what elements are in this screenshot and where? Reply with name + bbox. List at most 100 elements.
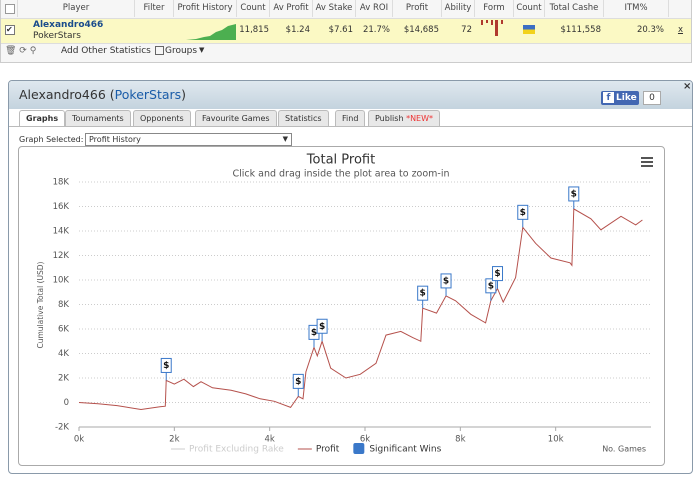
itm: 20.3% — [636, 25, 664, 35]
av-stake: $7.61 — [328, 25, 353, 35]
column-header[interactable]: Count — [514, 0, 545, 17]
close-button[interactable]: × — [683, 81, 692, 92]
y-axis-label: Cumulative Total (USD) — [36, 261, 45, 348]
av-roi: 21.7% — [362, 25, 390, 35]
column-header[interactable]: Av Profit — [270, 0, 313, 17]
flag-box — [492, 266, 504, 282]
select-all[interactable] — [1, 0, 18, 17]
profit-sparkline — [186, 24, 236, 40]
add-stats-button[interactable]: Add Other Statistics — [61, 46, 151, 56]
chart: Total Profit Click and drag inside the p… — [36, 153, 653, 455]
form-bars — [481, 20, 503, 36]
groups-icon — [155, 46, 164, 55]
significant-win: $ — [160, 357, 172, 381]
column-header[interactable]: ITM% — [604, 0, 669, 17]
player-site: PokerStars — [33, 31, 81, 41]
panel-header — [9, 81, 692, 109]
y-tick-label: 10K — [53, 276, 70, 286]
tab[interactable]: Find — [335, 110, 366, 126]
significant-win: $ — [417, 285, 429, 309]
chart-menu[interactable] — [641, 157, 653, 167]
flag-label: $ — [295, 377, 301, 387]
ability: 72 — [461, 25, 472, 35]
graph-select-value[interactable]: Profit History — [89, 135, 141, 144]
stats-table: Player Filter Profit History Count Av Pr… — [0, 0, 692, 63]
tab[interactable]: Graphs — [19, 110, 66, 126]
flag-label: $ — [311, 328, 317, 338]
row-checkbox[interactable]: ✔ — [5, 25, 15, 35]
significant-win: $ — [316, 318, 328, 342]
column-header[interactable]: Player — [18, 0, 135, 17]
column-header[interactable]: Filter — [135, 0, 174, 17]
y-tick-label: 14K — [53, 227, 70, 237]
flag-label: $ — [443, 276, 449, 286]
x-tick-label: 8k — [455, 435, 465, 445]
flag-box — [316, 318, 328, 334]
legend-item[interactable]: Profit — [297, 445, 340, 455]
remove-row[interactable]: x — [677, 25, 683, 35]
y-tick-label: 18K — [53, 178, 70, 188]
flag-label: $ — [319, 322, 325, 332]
tab[interactable]: Opponents — [133, 110, 191, 126]
flag-label: $ — [163, 361, 169, 371]
tab[interactable]: Favourite Games — [195, 110, 277, 126]
y-tick-label: 8K — [58, 300, 69, 310]
total-cashes: $111,558 — [560, 25, 601, 35]
count: 11,815 — [239, 25, 269, 35]
column-header[interactable]: Profit History — [174, 0, 237, 17]
chart-title: Total Profit — [306, 153, 375, 168]
panel-site[interactable]: PokerStars — [110, 87, 186, 102]
y-tick-label: 4K — [58, 349, 69, 359]
profit-line — [78, 208, 643, 411]
tab[interactable]: Publish *NEW* — [368, 110, 441, 126]
flag-label: $ — [420, 289, 426, 299]
y-tick-label: 16K — [53, 202, 70, 212]
like-label[interactable]: Like — [616, 93, 637, 103]
legend-label: Significant Wins — [369, 445, 441, 455]
x-tick-label: 2k — [169, 435, 179, 445]
flag-box — [568, 186, 580, 202]
column-header[interactable]: Av ROI — [356, 0, 393, 17]
like-button[interactable]: f Like — [601, 91, 639, 105]
column-header[interactable]: Count — [237, 0, 270, 17]
flag-box — [160, 357, 172, 373]
groups-arrow: ▼ — [199, 46, 205, 54]
player-row[interactable] — [1, 18, 691, 44]
country-flag — [523, 25, 535, 34]
like-count: 0 — [643, 91, 661, 105]
panel-player: Alexandro466 — [19, 87, 106, 102]
legend-label: Profit — [316, 445, 340, 455]
tab-rule — [9, 126, 692, 127]
legend-label: Profit Excluding Rake — [189, 445, 284, 455]
significant-win: $ — [568, 186, 580, 209]
legend-item[interactable]: Profit Excluding Rake — [171, 445, 284, 455]
significant-win: $ — [492, 266, 504, 289]
significant-win: $ — [292, 373, 304, 397]
player-name[interactable]: Alexandro466 — [33, 20, 104, 30]
tab[interactable]: Tournaments — [65, 110, 131, 126]
y-tick-label: 2K — [58, 374, 69, 384]
groups-button[interactable]: Groups — [165, 46, 198, 56]
tab-label[interactable]: Publish — [375, 114, 404, 123]
column-header[interactable]: Av Stake — [313, 0, 356, 17]
significant-win: $ — [485, 278, 497, 301]
tab[interactable]: Statistics — [278, 110, 329, 126]
column-header[interactable]: Ability — [442, 0, 475, 17]
x-tick-label: 4k — [264, 435, 274, 445]
y-tick-label: 0 — [64, 398, 69, 408]
toolbar-icons[interactable]: 🗑 ⟳ ⚲ — [5, 46, 37, 56]
chart-container: Total Profit Click and drag inside the p… — [18, 146, 665, 466]
panel-title: Alexandro466 PokerStars — [19, 87, 186, 102]
y-tick-label: 12K — [53, 251, 70, 261]
graph-select[interactable]: Profit History ▼ — [85, 133, 292, 146]
new-badge: *NEW* — [406, 114, 434, 123]
chart-subtitle: Click and drag inside the plot area to z… — [232, 169, 449, 180]
column-header[interactable]: Profit — [393, 0, 442, 17]
legend-item[interactable]: Significant Wins — [353, 443, 442, 455]
column-header[interactable]: Total Cashe — [545, 0, 604, 17]
significant-win: $ — [440, 273, 452, 296]
column-header[interactable]: Form — [475, 0, 514, 17]
flag-box — [517, 204, 529, 220]
